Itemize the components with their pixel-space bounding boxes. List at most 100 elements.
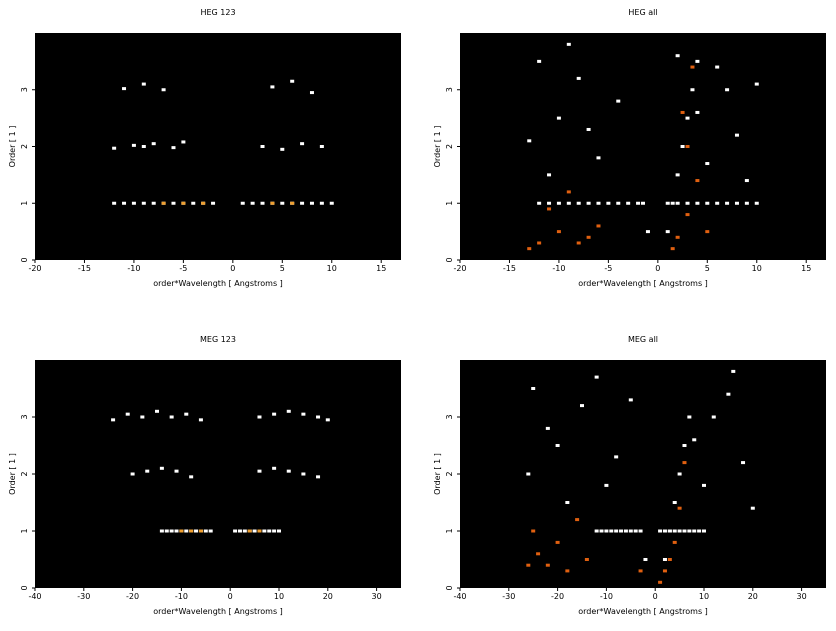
point [203,529,208,533]
point [547,201,552,205]
point [141,82,146,86]
point [125,412,130,416]
point [566,42,571,46]
x-axis-label: order*Wavelength [ Angstroms ] [153,607,283,616]
point [692,438,697,442]
point [159,529,164,533]
point [725,201,730,205]
x-tick-label: 0 [228,592,233,601]
point [526,472,531,476]
point [619,529,624,533]
point [280,147,285,151]
y-axis-label: Order [ 1 ] [8,126,17,168]
point [750,506,755,510]
x-tick-label: 0 [653,592,658,601]
point [531,529,536,533]
point [536,552,541,556]
point [189,475,194,479]
x-tick-label: 0 [655,264,660,273]
y-tick-label: 3 [20,414,29,419]
point [191,201,196,205]
x-tick-label: 10 [274,592,284,601]
point [614,455,619,459]
point [692,529,697,533]
point [319,145,324,148]
point [576,76,581,80]
point [325,418,330,422]
point [242,529,247,533]
plot-area [35,33,401,260]
point [580,404,584,408]
point [677,529,682,533]
x-tick-label: 20 [748,592,758,601]
point [687,415,692,419]
point [734,133,739,137]
point [636,201,641,205]
point [194,529,199,533]
y-tick-label: 0 [20,585,29,590]
y-tick-label: 2 [445,471,454,476]
point [122,87,127,91]
point [247,529,252,533]
point [726,392,731,396]
y-tick-label: 3 [445,87,454,92]
x-tick-label: 10 [752,264,762,273]
point [161,88,166,92]
point [604,483,609,487]
x-tick-label: -30 [502,592,515,601]
point [697,529,702,533]
point [141,201,146,205]
point [270,201,275,205]
point [565,501,570,504]
y-tick-label: 3 [445,414,454,419]
y-tick-label: 0 [445,585,454,590]
point [566,190,571,194]
x-tick-label: 20 [323,592,333,601]
point [565,569,570,573]
point [596,201,601,205]
point [690,88,695,92]
point [174,529,179,533]
point [586,201,591,205]
point [181,201,186,205]
point [280,201,285,205]
point [184,412,189,416]
point [744,201,749,205]
point [545,563,550,567]
point [309,201,314,205]
x-tick-label: -15 [503,264,516,273]
point [628,529,633,533]
point [702,529,706,533]
point [741,461,746,465]
point [122,201,127,205]
x-tick-label: 5 [705,264,710,273]
point [260,145,265,148]
point [685,145,690,148]
point [556,201,561,205]
point [643,558,648,561]
point [596,224,601,228]
point [616,201,621,205]
point [638,569,643,573]
x-tick-label: 10 [699,592,709,601]
point [604,529,609,533]
point [682,444,687,447]
point [690,65,695,69]
point [171,146,176,150]
panel-title: MEG all [628,335,658,344]
y-tick-label: 1 [445,201,454,206]
point [586,235,591,239]
point [111,418,116,422]
point [680,110,685,114]
point [584,558,589,561]
point [267,529,272,533]
y-tick-label: 2 [20,471,29,476]
point [665,201,670,205]
point [272,412,277,416]
point [575,518,580,522]
point [556,116,561,120]
point [112,146,117,150]
point [685,213,690,217]
point [566,201,571,205]
